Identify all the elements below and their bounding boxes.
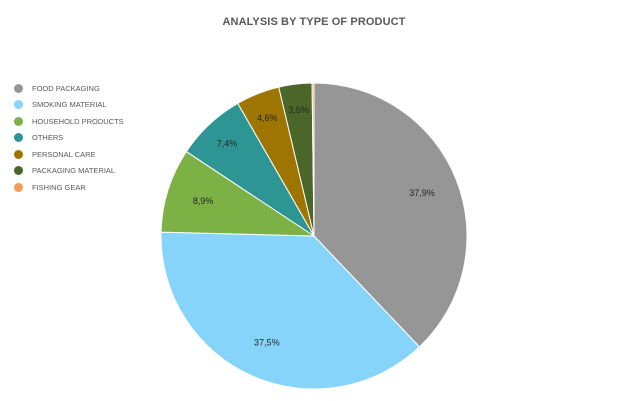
legend-swatch xyxy=(14,116,23,126)
legend-label: OTHERS xyxy=(32,133,64,143)
data-label: 37,5% xyxy=(254,337,280,347)
legend-swatch xyxy=(14,100,23,110)
chart-title: ANALYSIS BY TYPE OF PRODUCT xyxy=(222,16,406,28)
legend-swatch xyxy=(14,83,23,93)
data-label: 7,4% xyxy=(217,138,238,148)
pie-slice-food-packaging xyxy=(313,82,468,348)
legend: FOOD PACKAGING SMOKING MATERIAL HOUSEHOLD … xyxy=(14,80,124,196)
legend-item: FISHING GEAR xyxy=(14,179,124,196)
legend-label: HOUSEHOLD PRODUCTS xyxy=(32,116,124,126)
legend-label: FISHING GEAR xyxy=(32,182,86,192)
data-label: 37,9% xyxy=(409,188,435,198)
pie-slice-fishing-gear xyxy=(311,82,315,237)
data-label: 8,9% xyxy=(193,196,214,206)
legend-item: FOOD PACKAGING xyxy=(14,80,124,97)
legend-item: PERSONAL CARE xyxy=(14,146,124,163)
legend-swatch xyxy=(14,149,23,159)
data-label: 4,6% xyxy=(257,113,278,123)
legend-item: HOUSEHOLD PRODUCTS xyxy=(14,113,124,130)
legend-item: OTHERS xyxy=(14,130,124,147)
pie-slice-smoking-material xyxy=(160,231,421,390)
legend-swatch xyxy=(14,166,23,176)
legend-label: PACKAGING MATERIAL xyxy=(32,166,116,176)
data-label: 3,5% xyxy=(288,105,309,115)
legend-item: PACKAGING MATERIAL xyxy=(14,163,124,180)
legend-label: PERSONAL CARE xyxy=(32,149,96,159)
legend-swatch xyxy=(14,182,23,192)
legend-label: SMOKING MATERIAL xyxy=(32,100,107,110)
legend-item: SMOKING MATERIAL xyxy=(14,97,124,114)
pie-slice-household-products xyxy=(160,150,316,237)
legend-swatch xyxy=(14,133,23,143)
legend-label: FOOD PACKAGING xyxy=(32,83,100,93)
